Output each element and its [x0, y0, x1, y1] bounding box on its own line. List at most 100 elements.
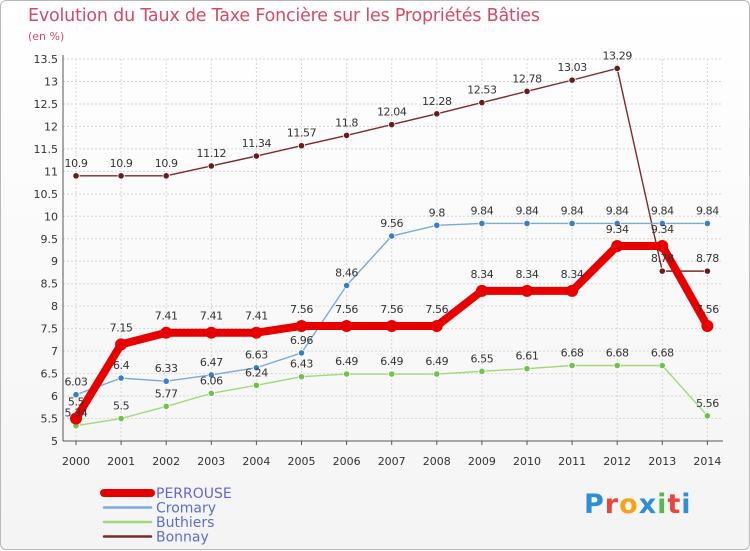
data-point-cromary: [252, 364, 260, 372]
data-point-cromary: [207, 371, 215, 379]
x-tick-label: 2009: [468, 455, 496, 468]
data-label: 5.56: [696, 397, 719, 410]
y-tick-label: 13: [44, 75, 58, 88]
data-point-bonnay: [703, 267, 712, 275]
data-label: 6.4: [113, 359, 130, 372]
data-label: 8.78: [696, 252, 719, 265]
logo-letter: i: [681, 489, 692, 520]
data-point-bonnay: [568, 76, 576, 84]
x-tick-label: 2008: [423, 455, 451, 468]
data-point-cromary: [703, 219, 712, 228]
y-tick-label: 10.5: [34, 188, 59, 201]
data-label: 11.34: [242, 137, 272, 150]
data-point-perrouse: [566, 284, 579, 297]
data-point-cromary: [72, 391, 80, 399]
data-label: 8.34: [516, 268, 539, 281]
data-point-bonnay: [72, 172, 80, 180]
x-tick-label: 2007: [378, 455, 406, 468]
data-label: 9.84: [651, 204, 674, 217]
data-point-perrouse: [701, 319, 714, 332]
data-point-buthiers: [658, 361, 666, 370]
data-point-bonnay: [252, 152, 260, 160]
logo-letter: x: [638, 489, 658, 520]
data-point-perrouse: [295, 319, 308, 332]
data-label: 5.5: [113, 400, 130, 413]
legend-label-perrouse: PERROUSE: [156, 486, 232, 502]
y-tick-label: 5: [51, 435, 58, 448]
data-label: 6.63: [245, 349, 268, 362]
data-point-bonnay: [342, 131, 351, 139]
data-label: 7.41: [245, 310, 268, 323]
logo-letter: t: [667, 489, 682, 520]
data-label: 9.84: [696, 204, 719, 217]
data-point-cromary: [658, 219, 666, 228]
data-label: 5.34: [65, 407, 88, 420]
x-tick-label: 2011: [558, 455, 586, 468]
data-point-cromary: [613, 219, 621, 228]
data-point-cromary: [568, 219, 576, 228]
data-label: 6.43: [290, 358, 313, 371]
y-tick-label: 7: [51, 345, 58, 358]
x-tick-label: 2000: [62, 455, 90, 468]
data-point-perrouse: [656, 239, 669, 252]
data-point-buthiers: [703, 412, 712, 420]
data-point-perrouse: [160, 326, 173, 339]
x-tick-label: 2002: [152, 455, 180, 468]
data-point-buthiers: [523, 365, 531, 373]
data-label: 13.03: [557, 61, 587, 74]
data-label: 9.34: [606, 223, 629, 236]
data-point-cromary: [388, 232, 396, 240]
x-tick-label: 2014: [693, 455, 721, 468]
data-label: 8.78: [651, 252, 674, 265]
data-point-buthiers: [613, 361, 621, 370]
x-tick-label: 2004: [242, 455, 270, 468]
data-point-bonnay: [297, 142, 306, 150]
data-label: 6.68: [561, 346, 584, 359]
axes: 55.566.577.588.599.51010.51111.51212.513…: [34, 53, 723, 468]
data-label: 5.77: [155, 387, 178, 400]
data-label: 6.03: [65, 376, 88, 389]
data-label: 8.34: [561, 268, 584, 281]
y-tick-label: 7.5: [41, 323, 59, 336]
y-tick-label: 9.5: [41, 233, 59, 246]
x-tick-label: 2012: [603, 455, 631, 468]
data-point-perrouse: [70, 412, 82, 425]
legend-label-bonnay: Bonnay: [156, 530, 209, 546]
data-label: 12.53: [467, 84, 497, 97]
y-tick-label: 8.5: [41, 278, 59, 291]
data-label: 13.29: [602, 49, 632, 62]
data-label: 7.56: [335, 303, 358, 316]
y-tick-label: 6: [51, 390, 58, 403]
data-label: 6.49: [335, 355, 358, 368]
data-point-buthiers: [207, 389, 215, 397]
data-label: 8.46: [335, 267, 358, 280]
data-point-perrouse: [430, 319, 443, 332]
data-point-perrouse: [385, 319, 398, 332]
logo-text: Proxiti: [584, 489, 692, 520]
chart-title: Evolution du Taux de Taxe Foncière sur l…: [28, 6, 540, 26]
data-point-perrouse: [475, 284, 488, 297]
y-tick-label: 10: [44, 210, 58, 223]
data-label: 5.5: [68, 396, 85, 409]
data-label: 6.33: [155, 362, 178, 375]
data-point-buthiers: [297, 373, 306, 381]
data-label: 7.56: [290, 303, 313, 316]
data-point-bonnay: [613, 64, 621, 73]
data-label: 9.84: [470, 204, 493, 217]
data-label: 7.56: [425, 303, 448, 316]
data-point-bonnay: [388, 121, 396, 129]
data-label: 6.68: [651, 346, 674, 359]
data-point-perrouse: [340, 319, 353, 332]
data-point-bonnay: [162, 172, 170, 180]
data-point-bonnay: [523, 87, 531, 95]
logo-letter: o: [619, 489, 639, 520]
data-label: 6.49: [425, 355, 448, 368]
data-label: 7.56: [380, 303, 403, 316]
data-point-perrouse: [250, 326, 263, 339]
legend-label-buthiers: Buthiers: [156, 515, 214, 531]
data-label: 11.8: [335, 116, 358, 129]
x-tick-label: 2006: [333, 455, 361, 468]
data-point-buthiers: [162, 402, 170, 410]
